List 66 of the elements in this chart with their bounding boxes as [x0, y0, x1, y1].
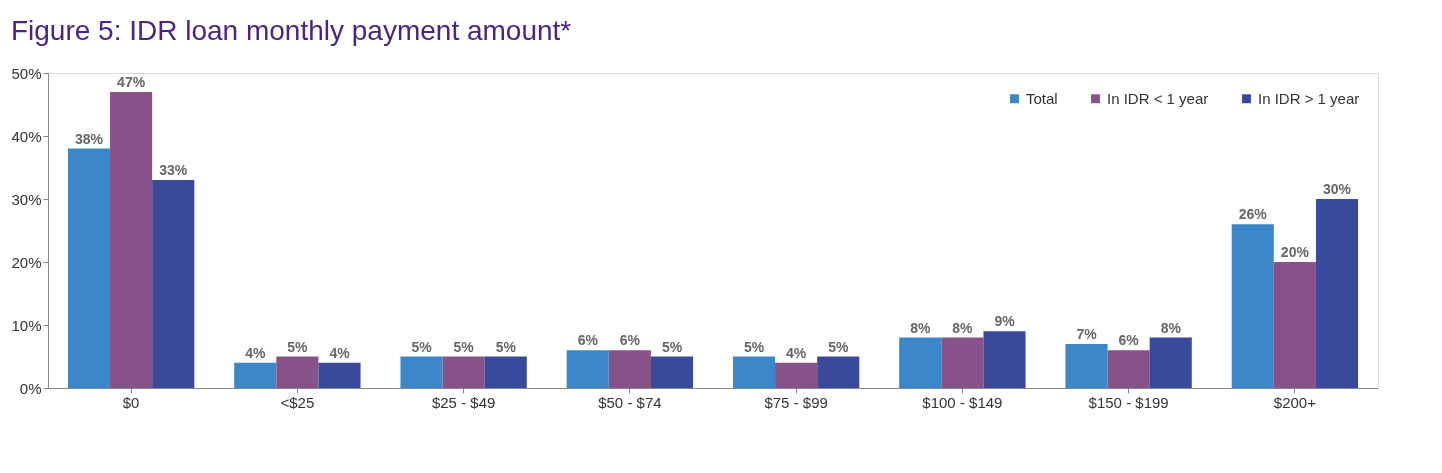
- data-label: 5%: [828, 338, 849, 355]
- bar: [234, 362, 277, 388]
- bar: [732, 356, 776, 388]
- y-tick-label: 0%: [19, 379, 42, 397]
- bar: [152, 180, 195, 388]
- data-label: 9%: [994, 313, 1016, 330]
- bar: [608, 350, 651, 388]
- bar: [1065, 343, 1108, 388]
- y-tick-label: 40%: [11, 127, 42, 145]
- legend-label: In IDR > 1 year: [1258, 89, 1360, 107]
- data-label: 5%: [453, 338, 475, 355]
- data-label: 8%: [910, 319, 931, 336]
- bar: [1107, 350, 1150, 388]
- x-tick-label: $0: [122, 393, 140, 411]
- bar: [318, 362, 361, 388]
- bar: [1315, 199, 1359, 388]
- bar: [484, 356, 527, 388]
- x-tick-label: $200+: [1273, 393, 1317, 411]
- data-label: 30%: [1322, 181, 1352, 197]
- data-label: 26%: [1238, 206, 1268, 223]
- y-tick-label: 10%: [11, 316, 42, 334]
- bar: [983, 331, 1026, 388]
- bar: [1273, 262, 1316, 388]
- data-label: 4%: [329, 344, 351, 361]
- chart-title: Figure 5: IDR loan monthly payment amount*: [10, 15, 572, 46]
- data-label: 5%: [661, 338, 683, 355]
- data-label: 20%: [1280, 244, 1310, 260]
- data-label: 6%: [1118, 332, 1140, 349]
- bar: [941, 337, 984, 388]
- data-label: 5%: [495, 338, 517, 355]
- y-tick-label: 20%: [11, 253, 42, 271]
- bar: [566, 350, 609, 388]
- x-tick-label: $100 - $149: [922, 393, 1003, 411]
- bar: [442, 356, 485, 388]
- bar: [650, 356, 694, 388]
- bar: [775, 362, 818, 388]
- bar: [899, 337, 942, 388]
- bar: [110, 91, 153, 388]
- data-label: 6%: [619, 332, 641, 349]
- data-label: 6%: [577, 332, 599, 349]
- x-tick-label: $25 - $49: [431, 393, 496, 411]
- x-tick-label: $75 - $99: [764, 393, 828, 411]
- legend-label: In IDR < 1 year: [1107, 89, 1209, 107]
- bar: [276, 356, 319, 388]
- bar: [1231, 224, 1274, 388]
- data-label: 4%: [786, 344, 807, 361]
- data-label: 38%: [74, 130, 104, 147]
- data-label: 5%: [411, 338, 433, 355]
- bar: [400, 356, 443, 388]
- y-tick-label: 30%: [11, 190, 42, 208]
- x-tick-label: $150 - $199: [1088, 393, 1169, 411]
- data-label: 5%: [743, 338, 765, 355]
- legend-label: Total: [1026, 89, 1058, 107]
- data-label: 47%: [117, 73, 146, 90]
- x-tick-label: $50 - $74: [598, 393, 662, 411]
- data-label: 8%: [952, 319, 974, 336]
- y-tick-label: 50%: [11, 64, 42, 82]
- data-label: 5%: [287, 338, 309, 355]
- data-label: 7%: [1076, 325, 1098, 342]
- bar: [67, 148, 111, 388]
- data-label: 8%: [1160, 319, 1182, 336]
- data-label: 33%: [159, 162, 188, 179]
- x-tick-label: <$25: [280, 393, 315, 411]
- bar: [1149, 337, 1192, 388]
- data-label: 4%: [245, 344, 266, 361]
- bar: [817, 356, 860, 388]
